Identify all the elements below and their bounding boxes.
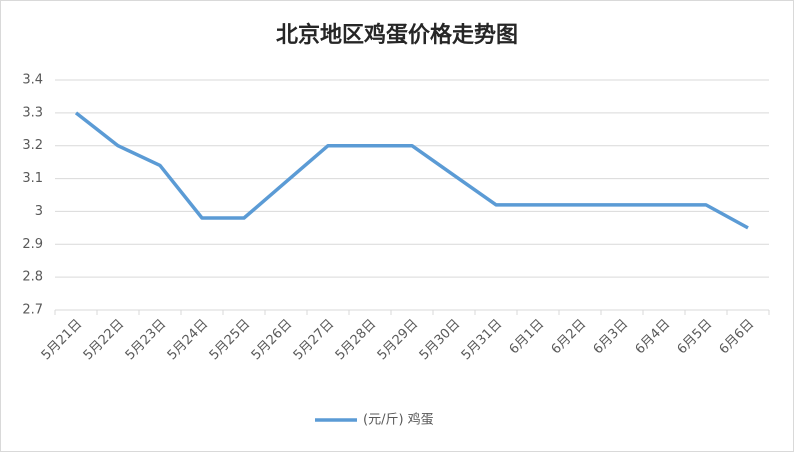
y-tick-label: 3.1 <box>22 171 43 186</box>
y-tick-label: 3.2 <box>22 138 43 153</box>
y-tick-label: 2.7 <box>22 303 43 318</box>
y-tick-label: 2.9 <box>22 237 43 252</box>
chart-title: 北京地区鸡蛋价格走势图 <box>276 22 518 48</box>
y-tick-label: 3.3 <box>22 105 43 120</box>
y-tick-label: 3.4 <box>22 73 43 88</box>
legend-label: (元/斤) 鸡蛋 <box>363 412 434 428</box>
line-series <box>74 111 749 230</box>
y-tick-label: 3 <box>35 204 43 219</box>
y-tick-label: 2.8 <box>22 270 43 285</box>
